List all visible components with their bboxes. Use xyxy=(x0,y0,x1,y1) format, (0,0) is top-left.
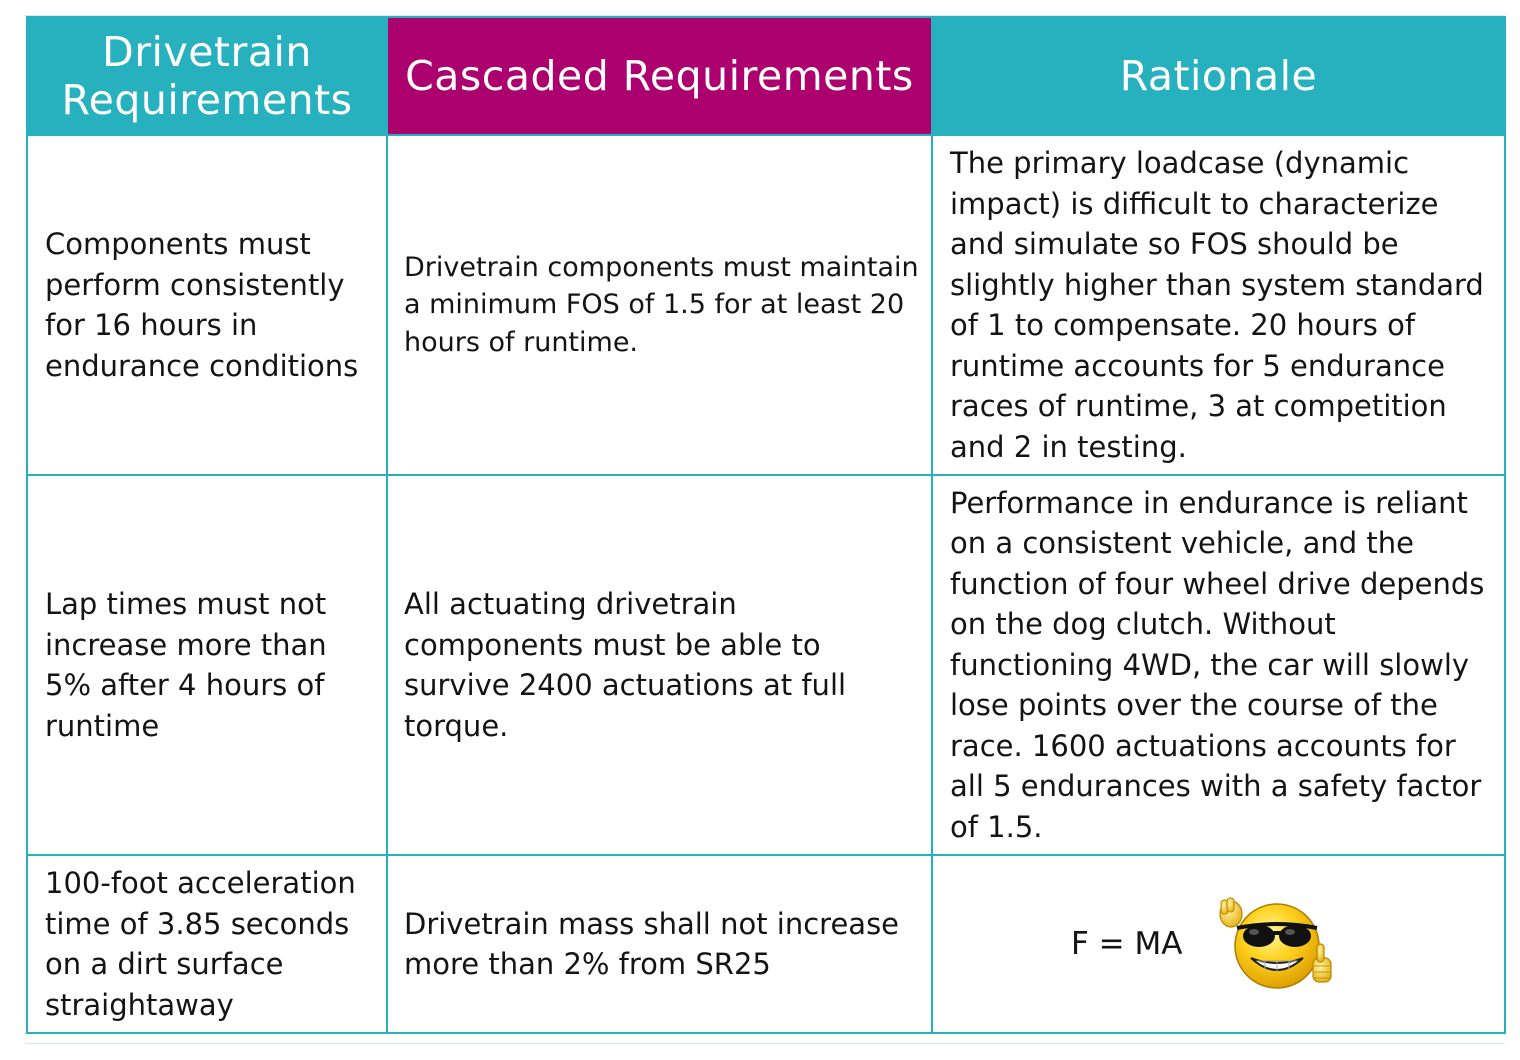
drivetrain-requirement-cell: Components must perform consistently for… xyxy=(26,134,388,476)
table-row: Components must perform consistently for… xyxy=(26,134,1506,476)
rationale-content: F = MA xyxy=(933,856,1504,1032)
cascaded-requirement-cell: Drivetrain components must maintain a mi… xyxy=(386,134,933,476)
rationale-cell: Performance in endurance is reliant on a… xyxy=(931,474,1506,856)
drivetrain-requirement-cell: Lap times must not increase more than 5%… xyxy=(26,474,388,856)
rationale-cell: F = MA xyxy=(931,854,1506,1034)
drivetrain-requirement-cell: 100-foot acceleration time of 3.85 secon… xyxy=(26,854,388,1034)
header-row: Drivetrain Requirements Cascaded Require… xyxy=(26,16,1506,136)
cascaded-requirement-cell: Drivetrain mass shall not increase more … xyxy=(386,854,933,1034)
cool-smiley-thumbs-up-icon xyxy=(1219,897,1332,989)
header-drivetrain-requirements: Drivetrain Requirements xyxy=(26,16,388,136)
bottom-divider xyxy=(25,1043,1505,1044)
header-rationale: Rationale xyxy=(931,16,1506,136)
table-row: Lap times must not increase more than 5%… xyxy=(26,474,1506,856)
rationale-cell: The primary loadcase (dynamic impact) is… xyxy=(931,134,1506,476)
table-row: 100-foot acceleration time of 3.85 secon… xyxy=(26,854,1506,1034)
header-cascaded-requirements: Cascaded Requirements xyxy=(386,16,933,136)
formula-text: F = MA xyxy=(1071,926,1183,962)
requirements-table: Drivetrain Requirements Cascaded Require… xyxy=(26,16,1506,1034)
cascaded-requirement-cell: All actuating drivetrain components must… xyxy=(386,474,933,856)
top-divider xyxy=(25,15,1505,16)
